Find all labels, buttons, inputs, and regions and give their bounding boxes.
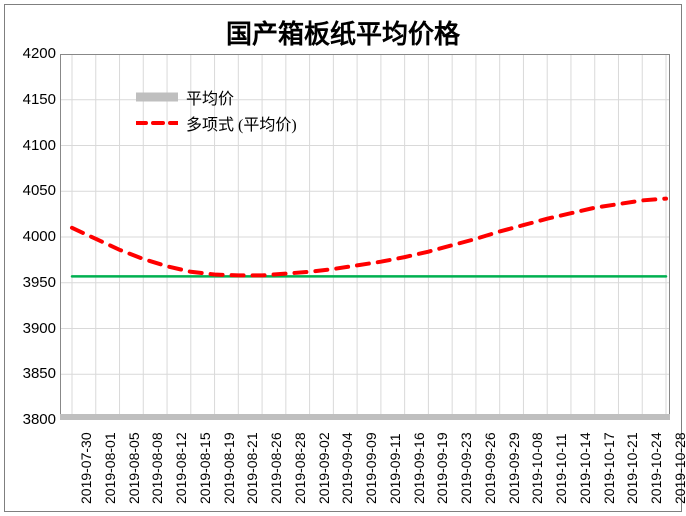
ytick-label: 4100	[4, 137, 56, 154]
xtick-label: 2019-09-23	[458, 432, 474, 504]
legend-swatch-poly	[136, 114, 178, 132]
chart-container: 国产箱板纸平均价格 3800 3850 3900 3950 4000 4050 4100 41…	[0, 0, 686, 516]
xtick-label: 2019-10-11	[553, 433, 569, 504]
xtick-label: 2019-09-19	[434, 432, 450, 504]
legend-label-poly: 多项式 (平均价)	[186, 111, 297, 135]
xtick-label: 2019-08-15	[197, 432, 213, 504]
xtick-label: 2019-08-12	[173, 432, 189, 504]
legend-swatch-avg	[136, 88, 178, 106]
xtick-label: 2019-07-30	[78, 432, 94, 504]
xtick-label: 2019-09-26	[482, 432, 498, 504]
xtick-label: 2019-09-11	[387, 433, 403, 504]
ytick-label: 4200	[4, 45, 56, 62]
xtick-label: 2019-09-29	[506, 432, 522, 504]
ytick-label: 4050	[4, 182, 56, 199]
xtick-label: 2019-08-08	[149, 432, 165, 504]
xtick-label: 2019-10-24	[648, 432, 664, 504]
ytick-label: 3900	[4, 320, 56, 337]
legend-label-avg: 平均价	[186, 85, 234, 109]
ytick-label: 4000	[4, 228, 56, 245]
ytick-label: 3950	[4, 274, 56, 291]
xtick-label: 2019-09-04	[339, 432, 355, 504]
xtick-label: 2019-08-21	[244, 432, 260, 504]
ytick-label: 3800	[4, 411, 56, 428]
xtick-label: 2019-08-26	[268, 432, 284, 504]
xtick-label: 2019-08-19	[221, 432, 237, 504]
xtick-label: 2019-09-09	[363, 432, 379, 504]
xtick-label: 2019-10-17	[601, 432, 617, 504]
chart-title: 国产箱板纸平均价格	[0, 14, 686, 51]
xtick-label: 2019-09-16	[411, 432, 427, 504]
xtick-label: 2019-08-05	[126, 432, 142, 504]
legend: 平均价 多项式 (平均价)	[136, 84, 297, 136]
xtick-label: 2019-08-28	[292, 432, 308, 504]
ytick-label: 4150	[4, 91, 56, 108]
xtick-label: 2019-10-28	[672, 432, 686, 504]
xtick-label: 2019-09-02	[316, 432, 332, 504]
legend-entry-avg: 平均价	[136, 84, 297, 110]
ytick-label: 3850	[4, 365, 56, 382]
xtick-label: 2019-10-08	[529, 432, 545, 504]
xtick-label: 2019-10-21	[624, 432, 640, 504]
legend-entry-poly: 多项式 (平均价)	[136, 110, 297, 136]
xtick-label: 2019-10-14	[577, 432, 593, 504]
xtick-label: 2019-08-01	[102, 432, 118, 504]
